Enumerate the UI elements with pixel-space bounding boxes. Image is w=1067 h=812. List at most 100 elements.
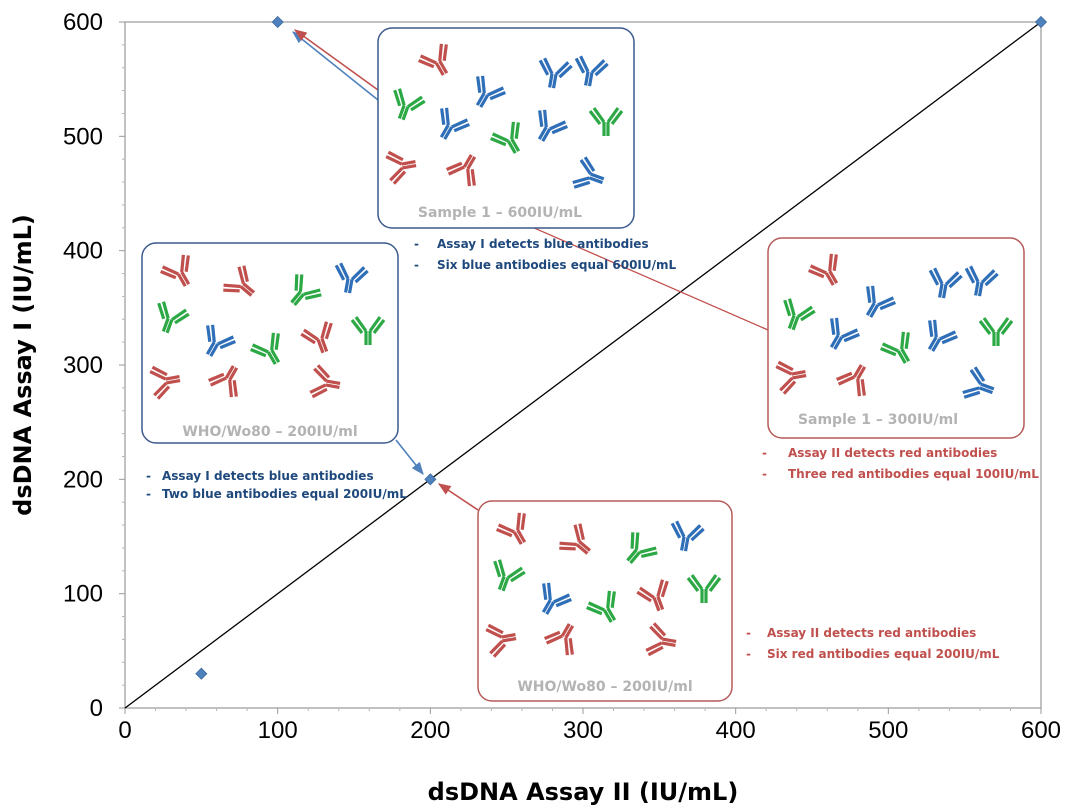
x-tick-label: 100 xyxy=(258,717,298,744)
antibody-icon xyxy=(588,107,624,136)
annotation-box-sample-300: Sample 1 – 300IU/ml xyxy=(767,237,1025,439)
antibody-cluster xyxy=(775,253,1014,399)
antibody-icon xyxy=(686,574,722,603)
antibody-icon xyxy=(290,274,322,307)
antibody-icon xyxy=(446,154,477,187)
y-tick-label: 200 xyxy=(63,466,103,493)
antibody-icon xyxy=(544,623,575,656)
antibody-icon xyxy=(559,523,592,555)
arrow-who-red xyxy=(437,483,479,511)
note-who-blue: - Assay I detects blue antibodies - Two … xyxy=(146,469,407,501)
y-tick-label: 300 xyxy=(63,352,103,379)
x-tick-label: 600 xyxy=(1021,717,1061,744)
annotation-box-sample-600: Sample 1 – 600IU/mL xyxy=(377,27,635,229)
antibody-icon xyxy=(880,331,911,364)
data-point xyxy=(271,15,284,29)
annotation-box-who-red: WHO/Wo80 – 200IU/ml xyxy=(477,500,733,702)
note-dash: - xyxy=(414,258,419,272)
y-axis: 0 100 200 300 400 500 600 xyxy=(63,9,125,722)
box-title: Sample 1 – 300IU/ml xyxy=(798,412,958,428)
antibody-icon xyxy=(493,559,526,592)
antibody-icon xyxy=(572,156,605,189)
arrow-sample-300-head xyxy=(293,29,379,91)
note-dash: - xyxy=(762,467,767,481)
note-who-red: - Assay II detects red antibodies - Six … xyxy=(746,626,1000,661)
antibody-icon xyxy=(962,366,995,399)
box-frame xyxy=(377,27,635,229)
antibody-icon xyxy=(439,107,470,140)
antibody-cluster xyxy=(149,254,386,400)
antibody-icon xyxy=(836,364,867,397)
y-tick-label: 500 xyxy=(63,123,103,150)
antibody-icon xyxy=(490,121,521,154)
note-line-1: Assay II detects red antibodies xyxy=(788,446,997,460)
antibody-icon xyxy=(928,267,963,299)
y-tick-label: 100 xyxy=(63,581,103,608)
antibody-icon xyxy=(775,360,807,395)
arrow-sample-300 xyxy=(492,209,769,331)
antibody-icon xyxy=(829,317,860,350)
antibody-icon xyxy=(978,317,1014,346)
y-tick-label: 600 xyxy=(63,9,103,36)
antibody-icon xyxy=(208,365,239,398)
antibody-icon xyxy=(223,265,256,297)
note-line-1: Assay II detects red antibodies xyxy=(767,626,976,640)
antibody-icon xyxy=(865,285,896,318)
note-line-1: Assay I detects blue antibodies xyxy=(437,237,649,251)
antibody-icon xyxy=(574,55,609,87)
box-frame xyxy=(767,237,1025,439)
data-points xyxy=(195,15,1048,680)
antibody-cluster xyxy=(385,43,624,189)
note-line-2: Six blue antibodies equal 600IU/mL xyxy=(437,258,677,272)
antibody-icon xyxy=(927,319,958,352)
data-point xyxy=(1034,15,1048,29)
antibody-icon xyxy=(475,75,506,108)
note-line-2: Three red antibodies equal 100IU/mL xyxy=(788,467,1039,481)
note-dash: - xyxy=(746,626,751,640)
note-dash: - xyxy=(746,647,751,661)
antibody-icon xyxy=(300,321,333,354)
reference-line xyxy=(124,21,1042,709)
note-dash: - xyxy=(146,487,151,501)
antibody-icon xyxy=(636,579,669,612)
antibody-icon xyxy=(205,324,236,357)
note-sample-300: - Assay II detects red antibodies - Thre… xyxy=(762,446,1039,481)
antibody-icon xyxy=(645,622,677,657)
arrow-sample-600 xyxy=(292,31,379,101)
note-dash: - xyxy=(762,446,767,460)
x-tick-label: 400 xyxy=(716,717,756,744)
arrow-who-blue xyxy=(395,439,424,476)
antibody-icon xyxy=(537,109,568,142)
antibody-icon xyxy=(309,364,341,399)
x-tick-label: 300 xyxy=(563,717,603,744)
antibody-icon xyxy=(626,532,658,565)
antibody-icon xyxy=(385,150,417,185)
antibody-icon xyxy=(350,316,386,345)
note-dash: - xyxy=(414,237,419,251)
y-axis-title: dsDNA Assay I (IU/mL) xyxy=(9,214,37,516)
antibody-icon xyxy=(586,590,617,623)
note-line-2: Two blue antibodies equal 200IU/mL xyxy=(162,487,407,501)
antibody-icon xyxy=(496,512,527,545)
y-tick-label: 400 xyxy=(63,238,103,265)
antibody-icon xyxy=(964,265,999,297)
box-title: WHO/Wo80 – 200IU/ml xyxy=(517,679,692,695)
antibody-icon xyxy=(160,254,191,287)
box-title: Sample 1 – 600IU/mL xyxy=(418,205,582,221)
x-axis-title: dsDNA Assay II (IU/mL) xyxy=(428,778,739,806)
x-tick-label: 500 xyxy=(868,717,908,744)
antibody-icon xyxy=(334,262,369,294)
x-axis: 0 100 200 300 400 500 600 xyxy=(118,708,1061,744)
x-tick-label: 0 xyxy=(118,717,131,744)
note-sample-600: - Assay I detects blue antibodies - Six … xyxy=(414,237,677,272)
data-point xyxy=(195,667,208,680)
antibody-icon xyxy=(783,298,816,331)
antibody-icon xyxy=(538,57,573,89)
note-dash: - xyxy=(146,469,151,483)
y-tick-label: 0 xyxy=(90,695,103,722)
box-frame xyxy=(477,500,733,702)
annotation-arrows xyxy=(292,29,769,511)
antibody-cluster xyxy=(485,512,722,658)
antibody-icon xyxy=(149,365,181,400)
